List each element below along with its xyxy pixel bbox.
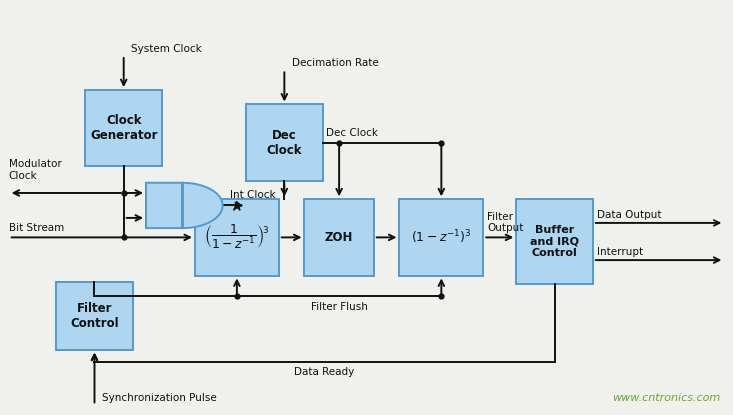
Text: www.cntronics.com: www.cntronics.com: [612, 393, 721, 403]
Text: Modulator
Clock: Modulator Clock: [9, 159, 62, 181]
Text: Data Ready: Data Ready: [295, 367, 355, 377]
Text: Dec
Clock: Dec Clock: [267, 129, 302, 156]
Text: Dec Clock: Dec Clock: [326, 129, 378, 139]
FancyBboxPatch shape: [399, 199, 483, 276]
Text: Data Output: Data Output: [597, 210, 661, 220]
Text: Bit Stream: Bit Stream: [9, 223, 64, 233]
FancyBboxPatch shape: [56, 282, 133, 350]
Polygon shape: [146, 183, 223, 228]
Text: $(1-z^{-1})^3$: $(1-z^{-1})^3$: [411, 229, 471, 246]
Text: Buffer
and IRQ
Control: Buffer and IRQ Control: [530, 225, 579, 258]
Text: $\left(\dfrac{1}{1-z^{-1}}\right)^{\!3}$: $\left(\dfrac{1}{1-z^{-1}}\right)^{\!3}$: [205, 223, 270, 251]
Text: ZOH: ZOH: [325, 231, 353, 244]
Text: System Clock: System Clock: [131, 44, 202, 54]
Text: Clock
Generator: Clock Generator: [90, 114, 158, 142]
Text: Decimation Rate: Decimation Rate: [292, 58, 378, 68]
Text: Filter
Control: Filter Control: [70, 302, 119, 330]
Text: Interrupt: Interrupt: [597, 247, 643, 257]
Text: Int Clock: Int Clock: [230, 190, 276, 200]
Text: Filter
Output: Filter Output: [487, 212, 523, 233]
Text: Synchronization Pulse: Synchronization Pulse: [102, 393, 216, 403]
Text: Filter Flush: Filter Flush: [311, 302, 367, 312]
FancyBboxPatch shape: [195, 199, 279, 276]
FancyBboxPatch shape: [246, 105, 323, 181]
FancyBboxPatch shape: [516, 199, 593, 284]
FancyBboxPatch shape: [85, 90, 162, 166]
FancyBboxPatch shape: [304, 199, 374, 276]
